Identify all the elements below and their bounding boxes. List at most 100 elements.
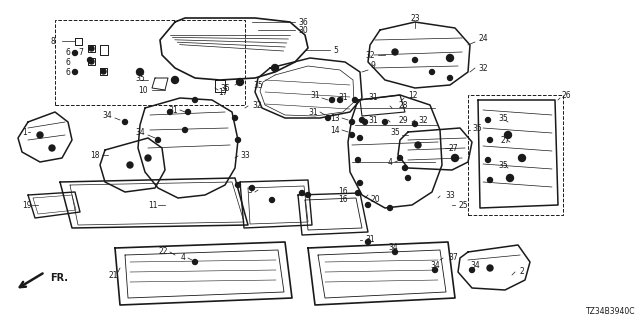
Circle shape bbox=[168, 109, 173, 115]
Circle shape bbox=[136, 68, 143, 76]
Circle shape bbox=[156, 138, 161, 142]
Text: 31: 31 bbox=[368, 92, 378, 101]
Text: 29: 29 bbox=[398, 116, 408, 124]
Text: 33: 33 bbox=[240, 150, 250, 159]
Text: 27: 27 bbox=[500, 135, 509, 145]
Text: 35: 35 bbox=[135, 74, 145, 83]
Text: 34: 34 bbox=[135, 127, 145, 137]
Text: 16: 16 bbox=[339, 188, 348, 196]
Text: 31: 31 bbox=[365, 236, 374, 244]
Text: 20: 20 bbox=[370, 196, 380, 204]
Bar bbox=[55, 20, 245, 105]
Text: 35: 35 bbox=[390, 127, 400, 137]
Circle shape bbox=[355, 190, 360, 196]
Text: 9: 9 bbox=[370, 60, 375, 69]
Text: 37: 37 bbox=[448, 253, 458, 262]
Circle shape bbox=[518, 155, 525, 162]
Circle shape bbox=[193, 260, 198, 265]
Text: 35: 35 bbox=[498, 161, 508, 170]
Circle shape bbox=[232, 116, 237, 121]
Circle shape bbox=[89, 46, 94, 51]
Text: 4: 4 bbox=[387, 157, 392, 166]
Text: 28: 28 bbox=[398, 100, 408, 109]
Circle shape bbox=[392, 250, 397, 254]
Text: 11: 11 bbox=[148, 201, 157, 210]
Circle shape bbox=[486, 157, 490, 163]
Text: 32: 32 bbox=[418, 116, 428, 124]
Text: 19: 19 bbox=[22, 201, 31, 210]
Circle shape bbox=[49, 145, 55, 151]
Circle shape bbox=[355, 157, 360, 163]
Circle shape bbox=[506, 174, 513, 181]
Circle shape bbox=[37, 132, 43, 138]
Text: 25: 25 bbox=[458, 201, 468, 210]
Circle shape bbox=[358, 135, 362, 140]
Text: 24: 24 bbox=[478, 34, 488, 43]
Circle shape bbox=[470, 268, 474, 273]
Text: 16: 16 bbox=[339, 196, 348, 204]
Text: 10: 10 bbox=[138, 85, 148, 94]
Circle shape bbox=[447, 54, 454, 61]
Circle shape bbox=[182, 127, 188, 132]
Circle shape bbox=[392, 49, 398, 55]
Text: 36: 36 bbox=[298, 18, 308, 27]
Text: 32: 32 bbox=[478, 63, 488, 73]
Circle shape bbox=[250, 186, 255, 190]
Text: 5: 5 bbox=[333, 45, 338, 54]
Text: 31: 31 bbox=[310, 91, 320, 100]
Text: 30: 30 bbox=[298, 26, 308, 35]
Circle shape bbox=[406, 175, 410, 180]
Circle shape bbox=[145, 155, 151, 161]
Circle shape bbox=[236, 182, 241, 188]
Text: 6: 6 bbox=[65, 47, 70, 57]
Circle shape bbox=[349, 132, 355, 138]
Text: 34: 34 bbox=[470, 260, 480, 269]
Text: 18: 18 bbox=[90, 150, 100, 159]
Text: 35: 35 bbox=[498, 114, 508, 123]
Circle shape bbox=[387, 205, 392, 211]
Circle shape bbox=[326, 116, 330, 121]
Circle shape bbox=[193, 98, 198, 102]
Circle shape bbox=[360, 117, 365, 123]
Circle shape bbox=[504, 132, 511, 139]
Text: 35: 35 bbox=[253, 81, 263, 90]
Text: 23: 23 bbox=[410, 13, 420, 22]
Circle shape bbox=[358, 180, 362, 186]
Text: 34: 34 bbox=[430, 260, 440, 269]
Circle shape bbox=[362, 119, 367, 124]
Text: 7: 7 bbox=[78, 47, 83, 57]
Circle shape bbox=[89, 59, 94, 64]
Text: FR.: FR. bbox=[50, 273, 68, 283]
Circle shape bbox=[413, 58, 417, 62]
Circle shape bbox=[101, 69, 106, 74]
Text: 12: 12 bbox=[408, 91, 417, 100]
Text: 34: 34 bbox=[102, 110, 112, 119]
Text: TZ34B3940C: TZ34B3940C bbox=[586, 308, 635, 316]
Circle shape bbox=[271, 65, 278, 71]
Text: 17: 17 bbox=[218, 87, 228, 97]
Circle shape bbox=[413, 122, 417, 126]
Circle shape bbox=[186, 109, 191, 115]
Circle shape bbox=[337, 98, 342, 102]
Text: 33: 33 bbox=[445, 190, 455, 199]
Text: 35: 35 bbox=[220, 84, 230, 92]
Text: 21: 21 bbox=[108, 270, 118, 279]
Text: 31: 31 bbox=[338, 92, 348, 101]
Text: 1: 1 bbox=[22, 127, 27, 137]
Circle shape bbox=[447, 76, 452, 81]
Text: 13: 13 bbox=[330, 114, 340, 123]
Circle shape bbox=[486, 117, 490, 123]
Text: 27: 27 bbox=[448, 143, 458, 153]
Circle shape bbox=[300, 190, 305, 196]
Text: 2: 2 bbox=[520, 268, 525, 276]
Text: 8: 8 bbox=[51, 36, 55, 45]
Bar bbox=[468, 95, 563, 215]
Text: 31: 31 bbox=[368, 116, 378, 124]
Text: 35: 35 bbox=[472, 124, 482, 132]
Circle shape bbox=[488, 138, 493, 142]
Circle shape bbox=[415, 142, 421, 148]
Circle shape bbox=[305, 193, 310, 197]
Circle shape bbox=[353, 98, 358, 102]
Text: 6: 6 bbox=[65, 58, 70, 67]
Text: 32: 32 bbox=[365, 51, 375, 60]
